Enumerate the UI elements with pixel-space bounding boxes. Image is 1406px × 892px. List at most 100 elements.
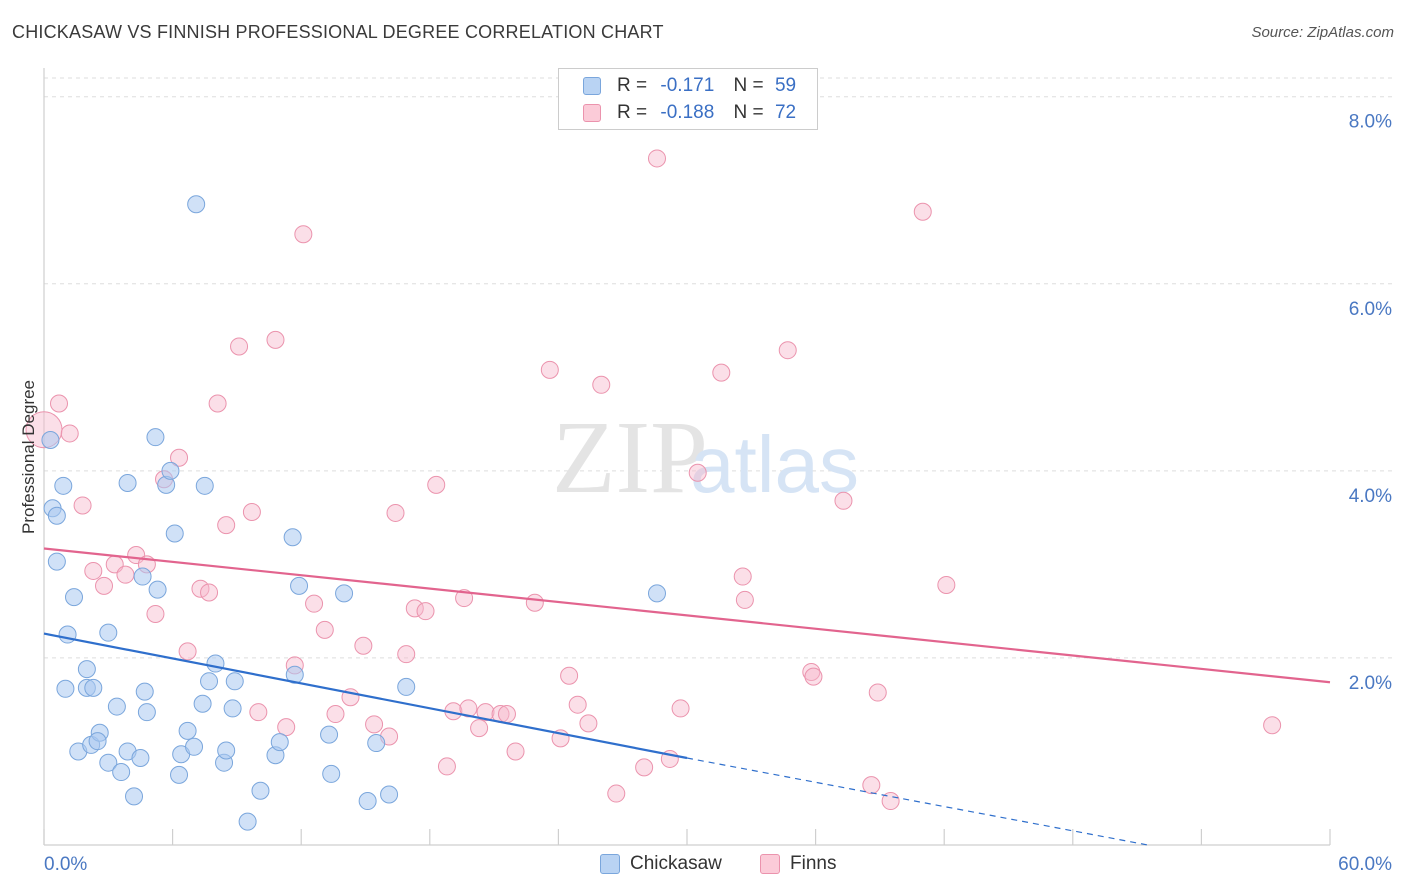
chickasaw-point-52 xyxy=(322,764,341,783)
chickasaw-point-43 xyxy=(225,672,244,691)
legend-n-value-finns: 72 xyxy=(774,102,797,123)
finns-point-62 xyxy=(778,341,797,360)
chickasaw-point-6 xyxy=(65,588,84,607)
finns-point-45 xyxy=(506,742,525,761)
x-tick-label-0: 0.0% xyxy=(44,854,87,875)
chickasaw-point-22 xyxy=(131,749,150,768)
chickasaw-swatch xyxy=(583,77,601,95)
chickasaw-point-45 xyxy=(251,781,270,800)
chickasaw-point-33 xyxy=(178,721,197,740)
finns-point-44 xyxy=(497,705,516,724)
y-tick-label-2: 6.0% xyxy=(1349,299,1392,320)
y-tick-label-3: 8.0% xyxy=(1349,112,1392,133)
finns-point-63 xyxy=(802,662,821,681)
chickasaw-point-51 xyxy=(320,725,339,744)
finns-point-39 xyxy=(455,589,474,608)
finns-trend-line xyxy=(43,547,1331,684)
chickasaw-point-23 xyxy=(133,567,152,586)
legend-n-value-chickasaw: 59 xyxy=(774,75,797,96)
legend-r-label: R = xyxy=(617,102,648,123)
finns-point-32 xyxy=(386,503,405,522)
finns-point-42 xyxy=(476,703,495,722)
finns-point-35 xyxy=(416,602,435,621)
finns-point-65 xyxy=(834,491,853,510)
chickasaw-point-30 xyxy=(165,524,184,543)
legend-r-value-finns: -0.188 xyxy=(660,102,715,123)
chickasaw-point-54 xyxy=(358,792,377,811)
chickasaw-point-29 xyxy=(161,461,180,480)
chickasaw-point-49 xyxy=(285,665,304,684)
finns-point-18 xyxy=(230,337,249,356)
finns-point-50 xyxy=(568,695,587,714)
chickasaw-point-26 xyxy=(146,428,165,447)
chickasaw-points xyxy=(41,195,666,831)
finns-point-64 xyxy=(804,667,823,686)
trend-lines xyxy=(43,547,1331,846)
chickasaw-point-19 xyxy=(118,474,137,493)
finns-point-12 xyxy=(170,448,189,467)
chickasaw-point-34 xyxy=(185,737,204,756)
finns-point-3 xyxy=(73,496,92,515)
chickasaw-legend-swatch xyxy=(600,854,620,874)
chickasaw-point-24 xyxy=(135,682,154,701)
finns-point-13 xyxy=(178,642,197,661)
finns-point-61 xyxy=(735,590,754,609)
legend-r-value-chickasaw: -0.171 xyxy=(660,75,715,96)
finns-point-60 xyxy=(733,567,752,586)
chickasaw-point-5 xyxy=(56,679,75,698)
chickasaw-point-7 xyxy=(58,625,77,644)
chickasaw-point-16 xyxy=(99,753,118,772)
chickasaw-point-47 xyxy=(270,733,289,752)
finns-point-55 xyxy=(647,149,666,168)
chickasaw-point-50 xyxy=(290,576,309,595)
finns-point-51 xyxy=(579,714,598,733)
chickasaw-point-37 xyxy=(195,476,214,495)
y-tick-label-0: 2.0% xyxy=(1349,673,1392,694)
finns-point-15 xyxy=(200,583,219,602)
finns-point-19 xyxy=(242,503,261,522)
chickasaw-point-17 xyxy=(107,697,126,716)
finns-point-40 xyxy=(459,699,478,718)
finns-point-10 xyxy=(146,604,165,623)
finns-point-22 xyxy=(277,718,296,737)
chickasaw-point-10 xyxy=(77,660,96,679)
chickasaw-point-55 xyxy=(367,734,386,753)
finns-point-20 xyxy=(249,703,268,722)
watermark-zip: ZIP xyxy=(552,400,708,515)
finns-point-14 xyxy=(191,579,210,598)
chickasaw-point-15 xyxy=(99,623,118,642)
finns-point-71 xyxy=(1263,716,1282,735)
finns-point-58 xyxy=(688,463,707,482)
watermark-atlas: atlas xyxy=(690,420,859,509)
x-tick-label-1: 60.0% xyxy=(1338,854,1392,875)
chickasaw-point-14 xyxy=(88,732,107,751)
chickasaw-trend-line xyxy=(43,632,688,760)
finns-point-37 xyxy=(437,757,456,776)
chickasaw-point-41 xyxy=(217,741,236,760)
finns-point-59 xyxy=(712,363,731,382)
finns-point-70 xyxy=(937,575,956,594)
finns-point-36 xyxy=(427,475,446,494)
finns-point-4 xyxy=(84,561,103,580)
finns-point-49 xyxy=(560,666,579,685)
finns-point-52 xyxy=(592,375,611,394)
finns-point-53 xyxy=(607,784,626,803)
chickasaw-point-38 xyxy=(200,672,219,691)
axes xyxy=(43,68,1331,846)
chickasaw-point-48 xyxy=(283,528,302,547)
chickasaw-point-18 xyxy=(112,763,131,782)
y-tick-label-1: 4.0% xyxy=(1349,486,1392,507)
chickasaw-point-39 xyxy=(206,654,225,673)
finns-point-69 xyxy=(913,202,932,221)
legend-n-label: N = xyxy=(733,102,764,123)
chickasaw-trend-extension xyxy=(686,757,1148,846)
finns-point-47 xyxy=(540,360,559,379)
finns-point-7 xyxy=(116,565,135,584)
finns-point-57 xyxy=(671,699,690,718)
chickasaw-point-11 xyxy=(84,678,103,697)
chickasaw-point-53 xyxy=(335,584,354,603)
legend-r-label: R = xyxy=(617,75,648,96)
chickasaw-point-35 xyxy=(187,195,206,214)
stats-legend: R = -0.171 N = 59 R = -0.188 N = 72 xyxy=(558,68,818,130)
